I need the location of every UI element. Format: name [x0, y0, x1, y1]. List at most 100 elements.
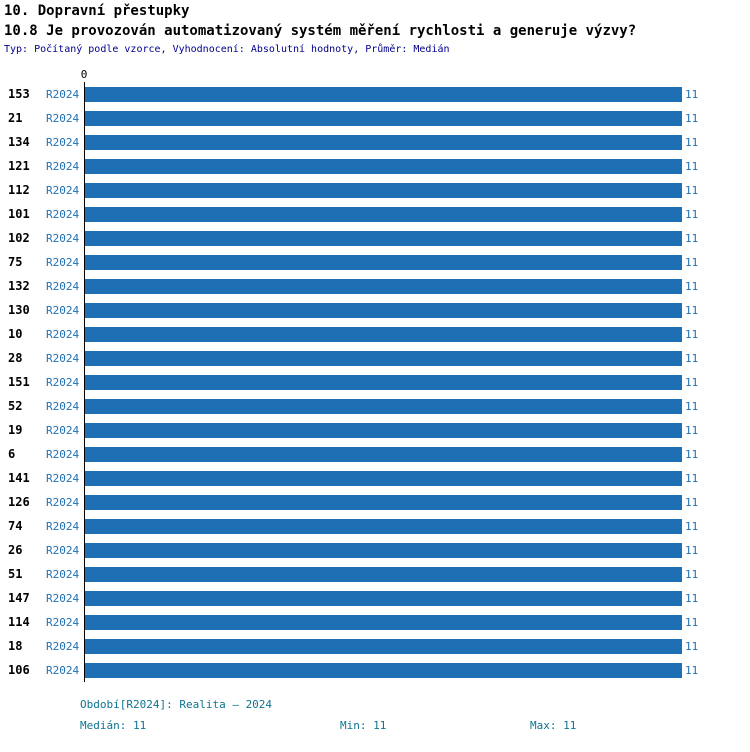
bar-track [84, 202, 682, 226]
row-category-label: 21 [8, 111, 23, 125]
chart-row: 6 R2024 11 [4, 442, 750, 466]
bar [85, 110, 682, 126]
chart-row: 10 R2024 11 [4, 322, 750, 346]
row-series-label: R2024 [46, 135, 80, 149]
chart-row: 101 R2024 11 [4, 202, 750, 226]
row-series-label: R2024 [46, 159, 80, 173]
bar-track [84, 610, 682, 634]
stats-line: Medián: 11 Min: 11 Max: 11 [4, 719, 750, 733]
bar [85, 230, 682, 246]
row-series-label: R2024 [46, 639, 80, 653]
bar-track [84, 322, 682, 346]
row-value-label: 11 [685, 183, 699, 197]
row-category-label: 121 [8, 159, 30, 173]
bar [85, 398, 682, 414]
row-series-label: R2024 [46, 327, 80, 341]
chart-row: 102 R2024 11 [4, 226, 750, 250]
row-value-label: 11 [685, 471, 699, 485]
chart-row: 153 R2024 11 [4, 82, 750, 106]
chart-row: 51 R2024 11 [4, 562, 750, 586]
row-value-label: 11 [685, 255, 699, 269]
bar [85, 638, 682, 654]
max-label: Max: 11 [530, 719, 577, 732]
report-title: 10. Dopravní přestupky [4, 3, 190, 19]
row-category-label: 134 [8, 135, 30, 149]
row-value-label: 11 [685, 615, 699, 629]
chart-row: 147 R2024 11 [4, 586, 750, 610]
bar [85, 350, 682, 366]
row-value-label: 11 [685, 111, 699, 125]
row-value-label: 11 [685, 207, 699, 221]
row-value-label: 11 [685, 351, 699, 365]
bar [85, 158, 682, 174]
bar [85, 614, 682, 630]
row-category-label: 153 [8, 87, 30, 101]
row-category-label: 51 [8, 567, 23, 581]
bar-track [84, 274, 682, 298]
row-series-label: R2024 [46, 231, 80, 245]
row-series-label: R2024 [46, 663, 80, 677]
chart-row: 52 R2024 11 [4, 394, 750, 418]
row-category-label: 126 [8, 495, 30, 509]
bar [85, 590, 682, 606]
chart-row: 112 R2024 11 [4, 178, 750, 202]
row-series-label: R2024 [46, 111, 80, 125]
row-value-label: 11 [685, 375, 699, 389]
row-value-label: 11 [685, 639, 699, 653]
row-category-label: 102 [8, 231, 30, 245]
row-series-label: R2024 [46, 495, 80, 509]
bar-track [84, 418, 682, 442]
bar-track [84, 82, 682, 106]
row-value-label: 11 [685, 327, 699, 341]
bar-track [84, 466, 682, 490]
row-category-label: 132 [8, 279, 30, 293]
bar [85, 446, 682, 462]
row-value-label: 11 [685, 543, 699, 557]
row-value-label: 11 [685, 591, 699, 605]
row-series-label: R2024 [46, 87, 80, 101]
chart-row: 21 R2024 11 [4, 106, 750, 130]
row-category-label: 75 [8, 255, 23, 269]
row-series-label: R2024 [46, 351, 80, 365]
chart-footer: Období[R2024]: Realita – 2024 Medián: 11… [4, 698, 750, 733]
bar [85, 662, 682, 678]
bar-track [84, 106, 682, 130]
row-series-label: R2024 [46, 399, 80, 413]
row-category-label: 19 [8, 423, 23, 437]
row-value-label: 11 [685, 495, 699, 509]
chart-rows: 153 R2024 11 21 R2024 11 134 R2024 11 12… [4, 82, 750, 682]
chart-row: 130 R2024 11 [4, 298, 750, 322]
question-title: 10.8 Je provozován automatizovaný systém… [4, 23, 637, 39]
bar-track [84, 658, 682, 682]
bar [85, 86, 682, 102]
row-value-label: 11 [685, 87, 699, 101]
chart-row: 18 R2024 11 [4, 634, 750, 658]
chart-row: 28 R2024 11 [4, 346, 750, 370]
bar [85, 134, 682, 150]
bar [85, 470, 682, 486]
chart-row: 141 R2024 11 [4, 466, 750, 490]
row-category-label: 6 [8, 447, 16, 461]
row-series-label: R2024 [46, 303, 80, 317]
bar [85, 494, 682, 510]
bar-track [84, 226, 682, 250]
row-series-label: R2024 [46, 183, 80, 197]
chart-row: 75 R2024 11 [4, 250, 750, 274]
row-value-label: 11 [685, 399, 699, 413]
row-category-label: 130 [8, 303, 30, 317]
row-series-label: R2024 [46, 447, 80, 461]
row-category-label: 147 [8, 591, 30, 605]
bar [85, 518, 682, 534]
bar-track [84, 562, 682, 586]
row-category-label: 114 [8, 615, 30, 629]
x-axis-zero-label: 0 [80, 68, 88, 81]
bar [85, 422, 682, 438]
bar-track [84, 514, 682, 538]
row-series-label: R2024 [46, 519, 80, 533]
bar-track [84, 634, 682, 658]
bar [85, 566, 682, 582]
row-value-label: 11 [685, 303, 699, 317]
row-series-label: R2024 [46, 567, 80, 581]
chart-row: 126 R2024 11 [4, 490, 750, 514]
